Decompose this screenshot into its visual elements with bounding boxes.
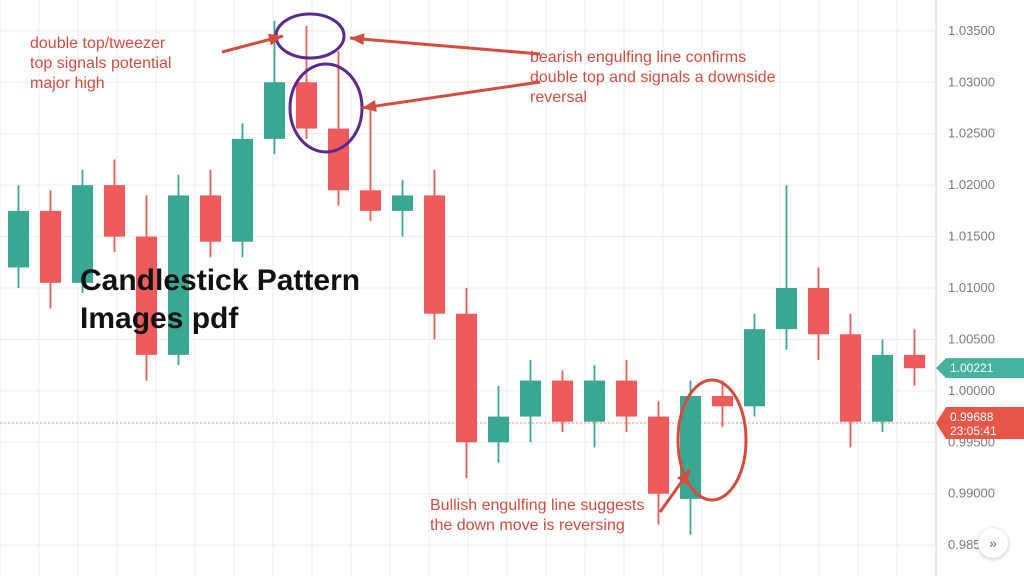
candle [296,82,317,128]
annotation-text: double top/tweezer [30,35,166,52]
chart-title: Images pdf [80,302,239,335]
candle [232,139,253,242]
annotation-text: reversal [530,89,587,106]
candle [808,288,829,334]
candle [904,355,925,368]
candle [200,195,221,241]
candle [456,314,477,443]
candle [8,211,29,268]
candle [360,190,381,211]
annotation-text: double top and signals a downside [530,69,776,86]
candle [552,381,573,422]
candle [520,381,541,417]
y-axis-tick: 1.00500 [948,331,995,346]
svg-text:23:05:41: 23:05:41 [950,424,997,438]
chart-title: Candlestick Pattern [80,264,360,297]
candle [584,381,605,422]
y-axis-tick: 1.01500 [948,229,995,244]
candlestick-chart[interactable]: 0.985000.990000.995001.000001.005001.010… [0,0,1024,576]
y-axis-tick: 0.99000 [948,486,995,501]
candle [744,329,765,406]
svg-text:0.99688: 0.99688 [950,410,994,424]
scroll-right-button[interactable]: » [978,528,1008,558]
candle [872,355,893,422]
annotation-text: top signals potential [30,55,171,72]
svg-text:1.00221: 1.00221 [950,361,994,375]
annotation-text: Bullish engulfing line suggests [430,497,644,514]
candle [104,185,125,236]
candle [392,195,413,210]
candle [776,288,797,329]
candle [264,82,285,139]
y-axis-tick: 1.02500 [948,126,995,141]
price-tag: 1.00221 [936,358,1024,378]
candle [40,211,61,283]
y-axis-tick: 1.03500 [948,23,995,38]
candle [328,129,349,191]
candle [712,396,733,406]
candle [616,381,637,417]
annotation-text: the down move is reversing [430,517,625,534]
annotation-text: major high [30,75,105,92]
chevrons-right-icon: » [989,535,997,551]
y-axis-tick: 1.01000 [948,280,995,295]
price-tag: 0.9968823:05:41 [936,407,1024,439]
candle [840,334,861,421]
candle [648,417,669,494]
y-axis-tick: 1.03000 [948,74,995,89]
y-axis-tick: 1.00000 [948,383,995,398]
candle [488,417,509,443]
candle [424,195,445,313]
y-axis-tick: 1.02000 [948,177,995,192]
annotation-text: bearish engulfing line confirms [530,49,746,66]
